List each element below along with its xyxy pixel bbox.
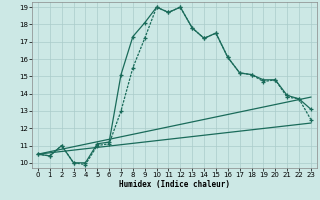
X-axis label: Humidex (Indice chaleur): Humidex (Indice chaleur)	[119, 180, 230, 189]
